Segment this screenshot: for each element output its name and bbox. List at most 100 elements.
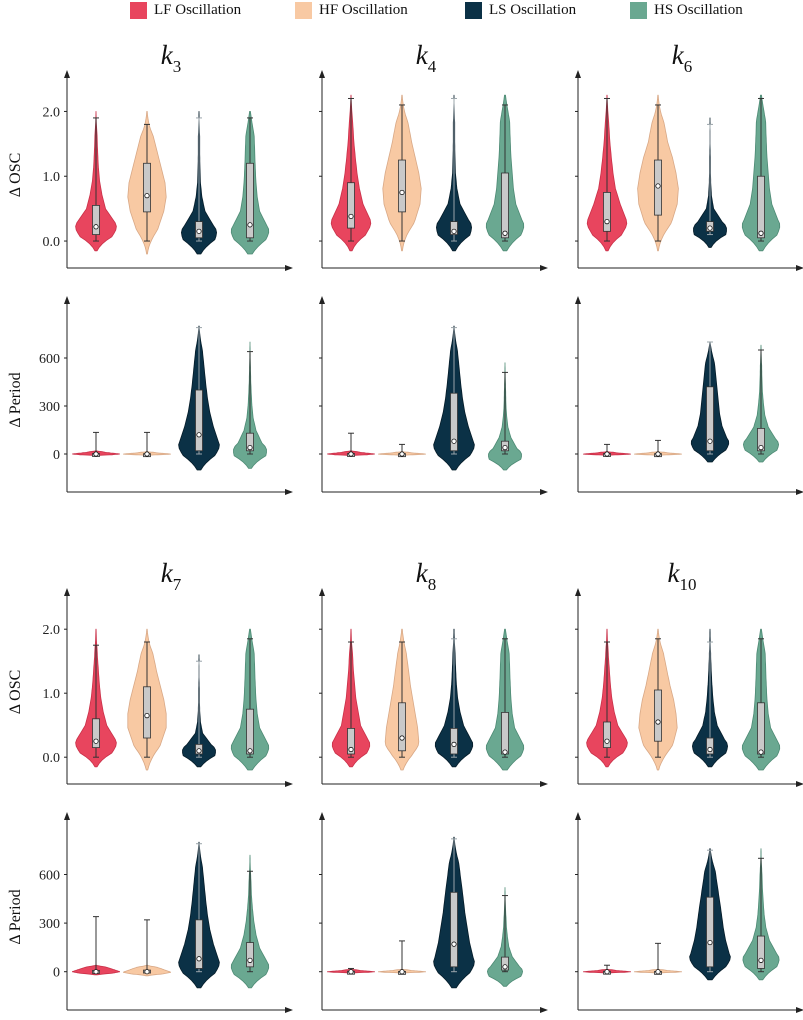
median-marker (707, 939, 713, 946)
legend-swatch (630, 2, 647, 19)
y-axis-label: Δ OSC (7, 670, 24, 715)
median-marker (247, 957, 253, 963)
median-marker (93, 224, 99, 230)
y-tick-label: 600 (39, 352, 60, 367)
box-iqr (195, 389, 203, 452)
box-iqr (246, 708, 254, 755)
median-marker (348, 969, 354, 975)
x-axis-arrow (796, 489, 803, 495)
panel-title-base: k (161, 558, 174, 588)
median-marker (399, 189, 405, 196)
y-tick-label: 0.0 (43, 751, 61, 766)
median-marker (758, 749, 764, 755)
median-marker (451, 438, 457, 444)
y-axis-arrow (319, 812, 325, 820)
box-iqr (757, 702, 765, 755)
median-marker (196, 228, 202, 234)
y-axis-arrow (319, 296, 325, 304)
median-marker (93, 969, 99, 975)
box-iqr (706, 896, 714, 968)
median-marker (93, 738, 99, 744)
chart-panel (319, 812, 548, 1013)
box-iqr (757, 935, 765, 969)
median-marker (399, 735, 405, 741)
box-iqr (706, 386, 714, 452)
median-marker (451, 741, 457, 748)
panel-title: k3 (161, 40, 181, 76)
chart-panel: 0 300 600 Δ Period (7, 812, 293, 1013)
median-marker (655, 719, 661, 725)
y-axis-label: Δ Period (7, 889, 24, 944)
y-axis-label: Δ OSC (7, 153, 24, 198)
legend-item: LS Oscillation (465, 2, 576, 19)
box-iqr (450, 392, 458, 452)
y-tick-label: 1.0 (43, 687, 61, 702)
box-iqr (143, 686, 151, 739)
y-axis-arrow (575, 812, 581, 820)
box-iqr (347, 182, 355, 229)
chart-panel: k6 (575, 40, 803, 271)
y-axis-arrow (64, 812, 70, 820)
median-marker (144, 969, 150, 975)
median-marker (399, 451, 405, 457)
box-iqr (603, 192, 611, 232)
median-marker (502, 230, 508, 236)
median-marker (604, 219, 610, 225)
x-axis-arrow (796, 781, 803, 787)
legend-swatch (465, 2, 482, 19)
panel-title-subscript: 7 (173, 575, 182, 594)
legend-label: LS Oscillation (489, 2, 577, 18)
chart-panel: k10 (575, 558, 803, 787)
median-marker (144, 451, 150, 457)
y-tick-label: 1.0 (43, 170, 61, 185)
y-axis-arrow (575, 296, 581, 304)
median-marker (502, 444, 508, 451)
y-tick-label: 2.0 (43, 623, 61, 638)
panel-title-base: k (416, 558, 429, 588)
box-iqr (92, 718, 100, 748)
y-tick-label: 2.0 (43, 105, 61, 120)
panel-title-base: k (161, 40, 174, 70)
chart-panel: 0.0 1.0 2.0 Δ OSC k3 (7, 40, 293, 271)
box-iqr (398, 702, 406, 752)
chart-panel: k4 (319, 40, 548, 271)
median-marker (502, 964, 508, 970)
y-axis-label: Δ Period (7, 372, 24, 427)
box-iqr (195, 919, 203, 969)
x-axis-arrow (540, 781, 548, 787)
panel-title: k10 (668, 558, 697, 594)
panel-title: k6 (672, 40, 692, 76)
median-marker (707, 746, 713, 753)
x-axis-arrow (540, 265, 548, 271)
median-marker (758, 444, 764, 451)
legend-item: LF Oscillation (130, 2, 241, 19)
median-marker (247, 444, 253, 451)
y-axis-arrow (575, 588, 581, 596)
box-iqr (450, 891, 458, 968)
box-iqr (603, 721, 611, 749)
panel-title-base: k (668, 558, 681, 588)
y-tick-label: 600 (39, 869, 60, 884)
box-iqr (501, 172, 509, 239)
x-axis-arrow (796, 265, 803, 271)
median-marker (196, 432, 202, 438)
panel-title-subscript: 4 (428, 57, 437, 76)
median-marker (604, 969, 610, 975)
chart-panel: k8 (319, 558, 548, 787)
y-axis-arrow (64, 588, 70, 596)
median-marker (196, 748, 202, 754)
median-marker (758, 230, 764, 236)
x-axis-arrow (796, 1007, 803, 1013)
median-marker (655, 183, 661, 189)
legend-swatch (130, 2, 147, 19)
box-iqr (92, 204, 100, 235)
box-iqr (347, 728, 355, 755)
x-axis-arrow (540, 489, 548, 495)
median-marker (604, 738, 610, 744)
median-marker (655, 969, 661, 975)
panel-title-base: k (672, 40, 685, 70)
legend-label: HF Oscillation (319, 2, 408, 18)
legend-label: HS Oscillation (654, 2, 743, 18)
panel-title-subscript: 6 (684, 57, 693, 76)
